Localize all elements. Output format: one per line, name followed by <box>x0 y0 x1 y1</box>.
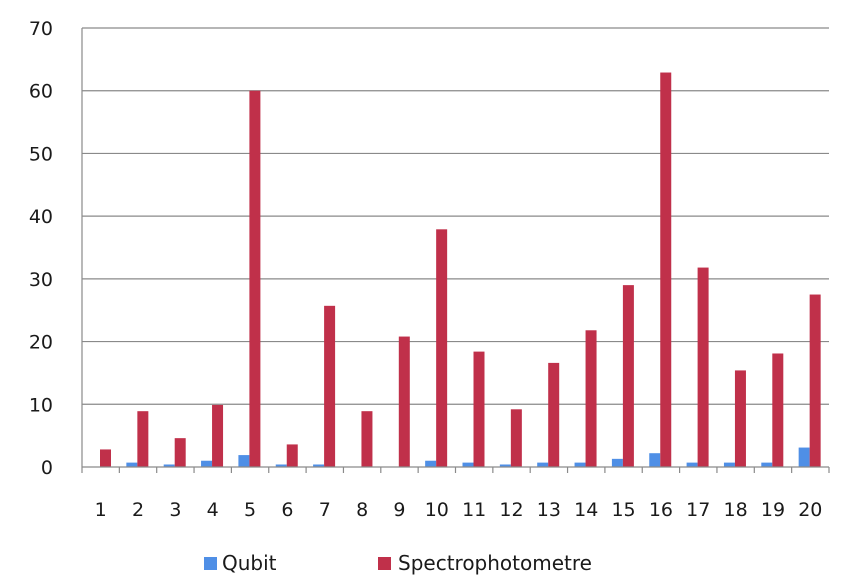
x-tick-label: 13 <box>537 499 561 521</box>
bar-spectrophotometre <box>510 409 522 467</box>
y-axis-ticks: 0 10 20 30 40 50 60 70 <box>29 18 53 479</box>
x-tick-label: 6 <box>281 499 293 521</box>
x-tick-label: 12 <box>499 499 523 521</box>
x-tick-label: 11 <box>462 499 486 521</box>
bar-qubit <box>201 460 213 467</box>
legend-item: Qubit <box>204 551 277 575</box>
x-tick-label: 1 <box>95 499 107 521</box>
bar-qubit <box>574 462 586 467</box>
x-tick-label: 2 <box>132 499 144 521</box>
bar-qubit <box>499 464 511 467</box>
grid-lines <box>82 27 829 405</box>
bar-qubit <box>723 462 735 467</box>
y-tick-label: 60 <box>29 81 53 103</box>
bar-qubit <box>761 462 773 467</box>
bar-qubit <box>238 455 250 467</box>
bar-spectrophotometre <box>772 353 784 467</box>
y-tick-label: 30 <box>29 269 53 291</box>
y-tick-label: 0 <box>41 457 53 479</box>
bar-spectrophotometre <box>436 229 448 467</box>
bar-qubit <box>126 462 138 467</box>
x-tick-label: 3 <box>169 499 181 521</box>
bar-qubit <box>462 462 474 467</box>
legend-label: Qubit <box>222 551 277 575</box>
bars <box>100 72 821 467</box>
x-tick-label: 18 <box>724 499 748 521</box>
bar-spectrophotometre <box>249 90 261 467</box>
bar-qubit <box>798 447 810 467</box>
bar-spectrophotometre <box>697 267 709 467</box>
bar-spectrophotometre <box>548 362 560 467</box>
bar-spectrophotometre <box>809 294 821 467</box>
x-tick-label: 15 <box>611 499 635 521</box>
legend-label: Spectrophotometre <box>398 551 592 575</box>
x-tick-label: 5 <box>244 499 256 521</box>
x-tick-label: 14 <box>574 499 598 521</box>
axes <box>81 28 830 473</box>
y-tick-label: 40 <box>29 206 53 228</box>
bar-spectrophotometre <box>734 370 746 467</box>
bar-qubit <box>649 453 661 467</box>
bar-qubit <box>313 464 325 467</box>
bar-spectrophotometre <box>585 330 597 467</box>
y-tick-label: 10 <box>29 394 53 416</box>
bar-spectrophotometre <box>398 336 410 467</box>
y-tick-label: 50 <box>29 143 53 165</box>
bar-spectrophotometre <box>361 411 373 467</box>
bar-spectrophotometre <box>100 449 111 467</box>
x-tick-label: 16 <box>649 499 673 521</box>
x-tick-label: 17 <box>686 499 710 521</box>
x-tick-label: 8 <box>356 499 368 521</box>
bar-qubit <box>611 458 623 467</box>
x-tick-label: 20 <box>798 499 822 521</box>
bar-spectrophotometre <box>324 305 336 467</box>
legend: Qubit Spectrophotometre <box>204 551 592 575</box>
bar-qubit <box>686 462 698 467</box>
y-tick-label: 20 <box>29 332 53 354</box>
x-tick-label: 10 <box>425 499 449 521</box>
x-tick-label: 4 <box>207 499 219 521</box>
x-tick-label: 9 <box>393 499 405 521</box>
bar-spectrophotometre <box>622 285 634 467</box>
bar-qubit <box>275 464 287 467</box>
bar-spectrophotometre <box>174 438 186 467</box>
x-tick-label: 19 <box>761 499 785 521</box>
legend-swatch <box>204 557 217 570</box>
bar-qubit <box>537 462 549 467</box>
x-tick-label: 7 <box>319 499 331 521</box>
bar-spectrophotometre <box>137 411 149 467</box>
bar-spectrophotometre <box>660 72 672 467</box>
bar-spectrophotometre <box>212 404 224 467</box>
y-tick-label: 70 <box>29 18 53 40</box>
legend-swatch <box>378 557 391 570</box>
legend-item: Spectrophotometre <box>378 551 592 575</box>
bar-spectrophotometre <box>473 351 485 467</box>
bar-spectrophotometre <box>286 444 298 467</box>
x-axis-ticks: 1 2 3 4 5 6 7 8 9 10 11 12 13 14 15 16 17 18 19 20 <box>95 499 823 521</box>
bar-qubit <box>425 460 437 467</box>
bar-qubit <box>163 464 175 467</box>
